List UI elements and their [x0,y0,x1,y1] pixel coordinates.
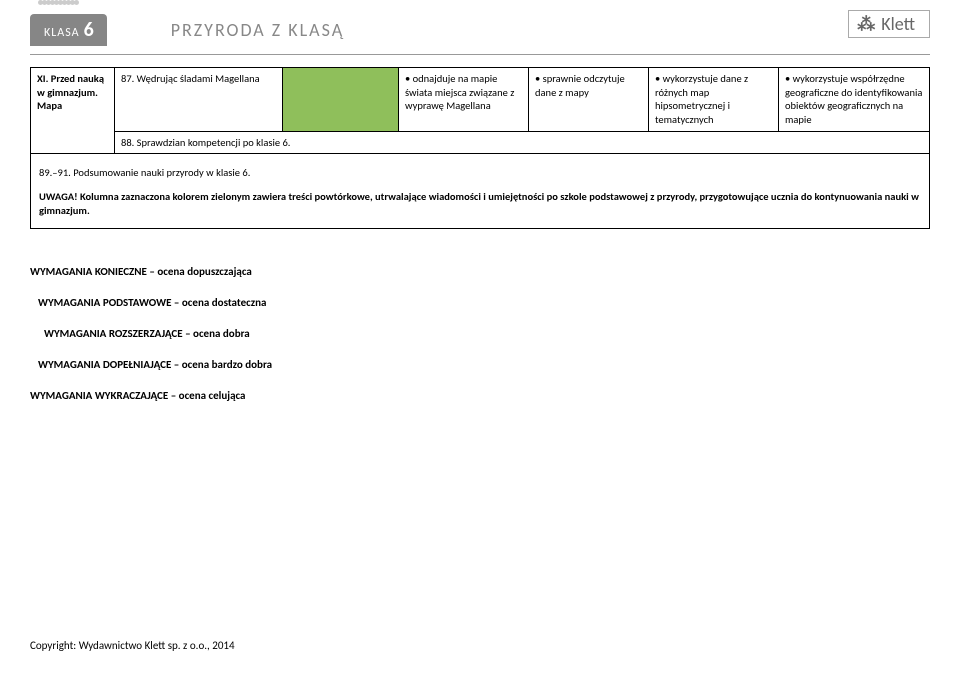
note-row: 89.–91. Podsumowanie nauki przyrody w kl… [31,158,930,229]
summary-line: 89.–91. Podsumowanie nauki przyrody w kl… [39,166,921,180]
uwaga-text: UWAGA! Kolumna zaznaczona kolorem zielon… [39,190,919,217]
copyright-footer: Copyright: Wydawnictwo Klett sp. z o.o.,… [30,639,235,652]
grading-legend: WYMAGANIA KONIECZNE – ocena dopuszczając… [30,265,930,403]
grade-line: WYMAGANIA DOPEŁNIAJĄCE – ocena bardzo do… [30,358,930,373]
section-cell: XI. Przed nauką w gimnazjum. Mapa [31,68,115,154]
table-row: 88. Sprawdzian kompetencji po klasie 6. [31,131,930,154]
publisher-name: Klett [881,13,915,35]
grade-line: WYMAGANIA WYKRACZAJĄCE – ocena celująca [30,389,930,404]
req-cell: • sprawnie odczytuje dane z mapy [529,68,649,132]
header-left: KLASA 6 PRZYRODA Z KLASĄ [30,8,344,40]
req-cell: • wykorzystuje dane z różnych map hipsom… [649,68,779,132]
curriculum-table: XI. Przed nauką w gimnazjum. Mapa 87. Wę… [30,67,930,229]
req-cell: • odnajduje na mapie świata miejsca zwią… [399,68,529,132]
grade-line: WYMAGANIA ROZSZERZAJĄCE – ocena dobra [30,327,930,342]
class-number: 6 [84,18,95,42]
green-cell [283,68,399,132]
class-label: KLASA [44,26,80,40]
publisher-badge: ⁂ Klett [848,10,930,38]
grade-line: WYMAGANIA PODSTAWOWE – ocena dostateczna [30,296,930,311]
lesson-cell: 88. Sprawdzian kompetencji po klasie 6. [115,131,930,154]
publisher-logo-icon: ⁂ [857,13,875,35]
header-right: ⁂ Klett [848,10,930,38]
header-ornament [38,0,78,5]
grade-line: WYMAGANIA KONIECZNE – ocena dopuszczając… [30,265,930,280]
table-row: XI. Przed nauką w gimnazjum. Mapa 87. Wę… [31,68,930,132]
req-cell: • wykorzystuje współrzędne geograficzne … [779,68,930,132]
subject-title: PRZYRODA Z KLASĄ [171,19,344,41]
lesson-cell: 87. Wędrując śladami Magellana [115,68,283,132]
header-divider [30,54,930,55]
note-cell: 89.–91. Podsumowanie nauki przyrody w kl… [31,158,930,229]
page-header: KLASA 6 PRZYRODA Z KLASĄ ⁂ Klett [30,0,930,48]
class-tab: KLASA 6 [30,14,107,46]
